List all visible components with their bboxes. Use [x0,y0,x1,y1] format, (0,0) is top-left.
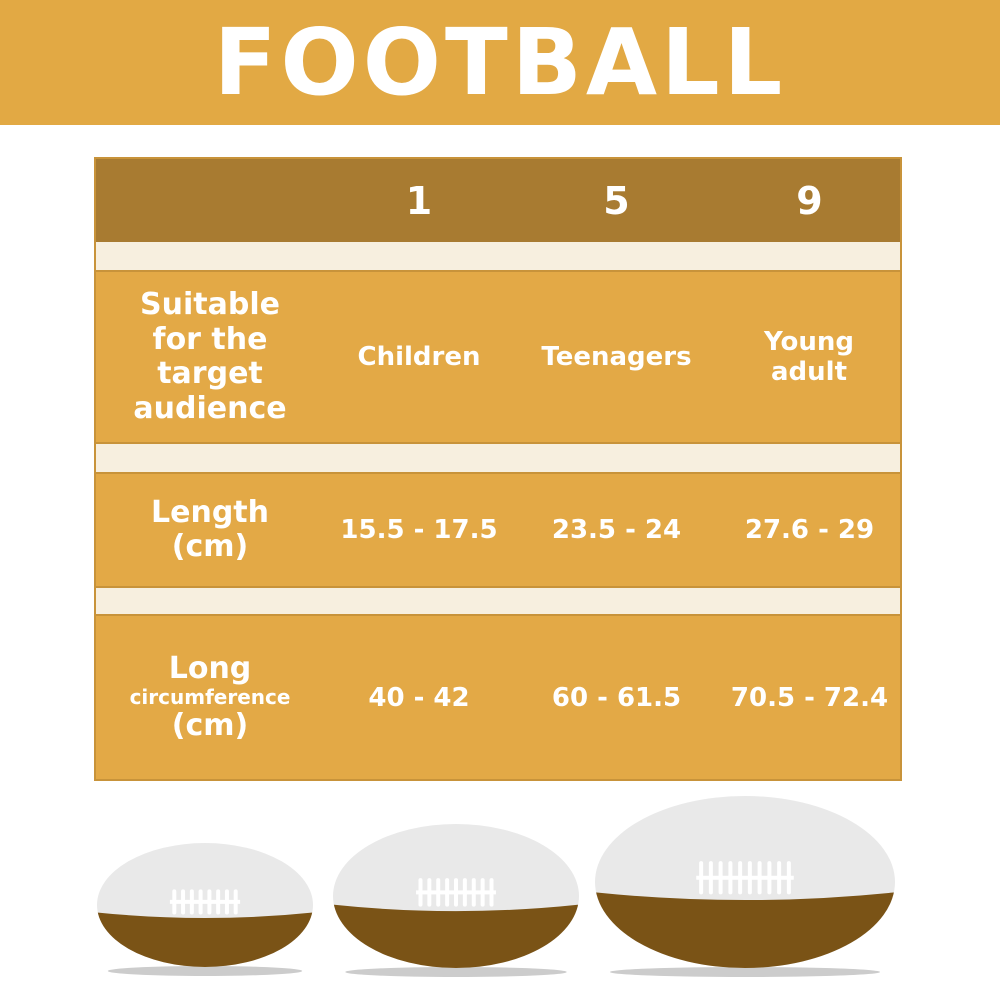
cell: 15.5 - 17.5 [340,515,498,545]
size-1: 1 [405,178,433,223]
cell: Teenagers [541,342,692,372]
cell: 70.5 - 72.4 [730,682,889,713]
title-banner: FOOTBALL [0,0,1000,125]
footballs-illustration [97,796,895,977]
football-1 [97,843,313,967]
football-3 [595,796,895,968]
row-label: Length (cm) [151,494,269,564]
size-9: 9 [796,178,823,223]
cell: 23.5 - 24 [551,515,682,545]
table-row-circumference: Long circumference (cm) 40 - 42 60 - 61.5 … [96,614,900,779]
page-title: FOOTBALL [213,9,787,116]
size-table: 1 5 9 Suitable for the target audience Chil… [94,157,902,781]
cell: 27.6 - 29 [744,515,875,545]
cell: 40 - 42 [368,682,470,713]
table-row-length: Length (cm) 15.5 - 17.5 23.5 - 24 27.6 - … [96,472,900,588]
cell: Young adult [764,327,854,387]
row-label: Suitable for the target audience [133,287,287,426]
table-header: 1 5 9 [96,159,900,242]
cell: Children [357,342,481,372]
row-label: Long circumference (cm) [129,650,291,743]
size-5: 5 [603,178,630,223]
cell: 60 - 61.5 [551,682,682,713]
table-row-audience: Suitable for the target audience Children T… [96,270,900,444]
